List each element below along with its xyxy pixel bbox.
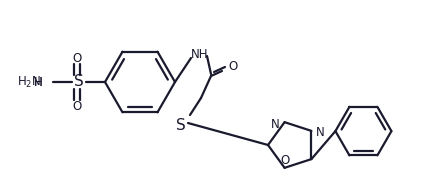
Text: NH: NH xyxy=(191,47,209,60)
Text: S: S xyxy=(74,74,84,90)
Text: O: O xyxy=(228,59,238,73)
Text: N: N xyxy=(316,126,325,139)
Text: H: H xyxy=(34,75,43,89)
Text: O: O xyxy=(72,100,82,113)
Text: O: O xyxy=(72,52,82,64)
Text: H$_2$N: H$_2$N xyxy=(17,74,41,90)
Text: S: S xyxy=(176,118,186,133)
Text: H: H xyxy=(34,75,43,89)
Text: O: O xyxy=(280,154,289,167)
Text: N: N xyxy=(271,118,280,131)
